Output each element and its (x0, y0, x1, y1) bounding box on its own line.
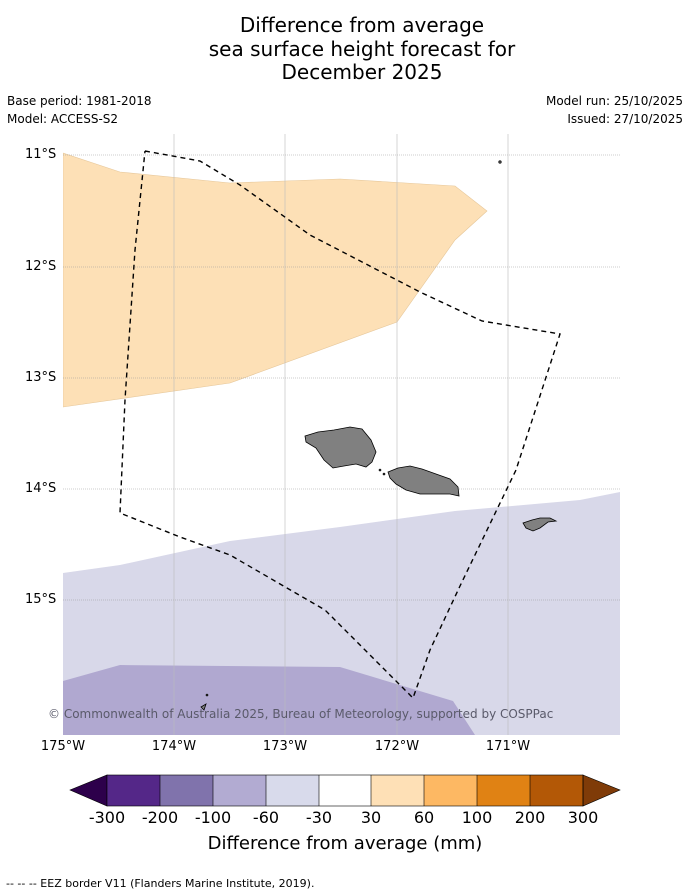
colorbar-tick-30: 30 (360, 808, 382, 827)
chart-title: Difference from average sea surface heig… (0, 13, 690, 85)
colorbar-tick-100: 100 (461, 808, 493, 827)
islet-manono (382, 472, 386, 476)
title-line-1: Difference from average (239, 13, 485, 37)
lon-label-173w: 173°W (262, 739, 308, 754)
lon-label-172w: 172°W (374, 739, 420, 754)
colorbar-tick-minus100: -100 (194, 808, 232, 827)
copyright-notice: © Commonwealth of Australia 2025, Bureau… (48, 707, 554, 721)
issued-date: Issued: 27/10/2025 (567, 112, 683, 126)
islet-small (498, 160, 502, 164)
title-line-3: December 2025 (281, 60, 443, 84)
anomaly-region-minus100-minus60 (63, 665, 475, 735)
base-period: Base period: 1981-2018 (7, 94, 152, 108)
colorbar-tick-minus30: -30 (305, 808, 333, 827)
savaii-island (304, 426, 377, 469)
graticule (63, 134, 620, 735)
lat-label-15s: 15°S (25, 592, 57, 607)
anomaly-region-30-60 (63, 152, 488, 408)
eez-footnote: -- -- -- EEZ border V11 (Flanders Marine… (6, 877, 315, 890)
islet-rose (205, 693, 209, 697)
model-name: Model: ACCESS-S2 (7, 112, 119, 126)
colorbar-tick-minus60: -60 (252, 808, 280, 827)
swains-islet (200, 703, 207, 711)
colorbar-tick-minus300: -300 (88, 808, 126, 827)
eez-border (119, 150, 561, 700)
title-line-2: sea surface height forecast for (208, 36, 516, 61)
model-run: Model run: 25/10/2025 (545, 94, 683, 108)
lat-label-12s: 12°S (25, 259, 57, 274)
upolu-island (387, 465, 460, 497)
colorbar-tick-60: 60 (413, 808, 435, 827)
tutuila-island (522, 517, 558, 532)
lat-label-11s: 11°S (25, 147, 57, 162)
lon-label-175w: 175°W (40, 739, 86, 754)
colorbar-tick-minus200: -200 (141, 808, 179, 827)
lon-label-174w: 174°W (151, 739, 197, 754)
lat-label-13s: 13°S (25, 370, 57, 385)
islet-apolima (378, 468, 382, 472)
colorbar-tick-300: 300 (567, 808, 599, 827)
colorbar-tick-200: 200 (514, 808, 546, 827)
lon-label-171w: 171°W (485, 739, 531, 754)
colorbar-label: Difference from average (mm) (207, 833, 483, 854)
lat-label-14s: 14°S (25, 481, 57, 496)
land-masses (200, 160, 558, 711)
